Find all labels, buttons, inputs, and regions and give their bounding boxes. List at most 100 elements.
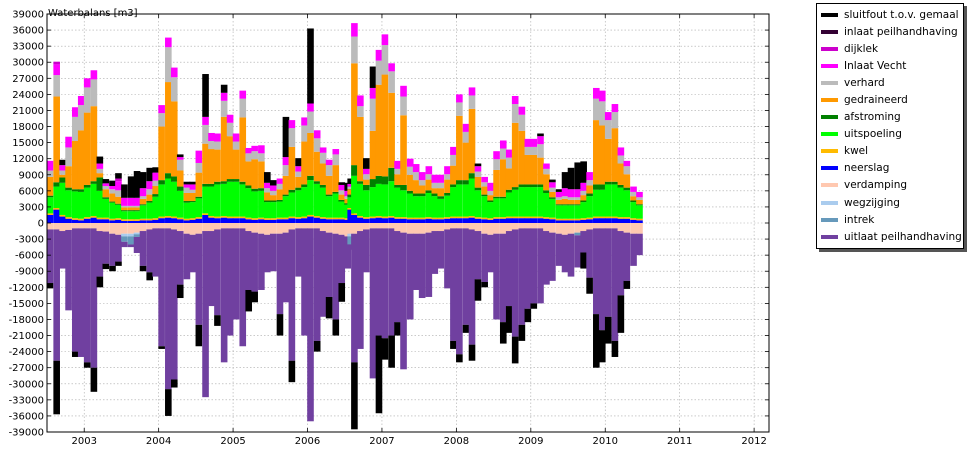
- legend-item: dijklek: [817, 40, 963, 57]
- bar-segment-uitspoeling: [282, 196, 290, 218]
- bar-segment-verhard: [598, 101, 606, 126]
- bar-segment-gedraineerd: [245, 161, 253, 186]
- legend-swatch: [821, 63, 838, 68]
- bar-segment-afstroming: [71, 189, 79, 192]
- bar-segment-kwel: [202, 213, 209, 215]
- y-tick-label: 15000: [12, 138, 44, 149]
- bar-segment-uitspoeling: [325, 196, 333, 218]
- bar-segment-uitspoeling: [53, 186, 60, 208]
- bar-segment-verdamping: [65, 223, 72, 230]
- bar-segment-neerslag: [264, 219, 271, 223]
- bar-segment-uitspoeling: [165, 178, 172, 217]
- bar-segment-verhard: [418, 180, 426, 186]
- legend-swatch: [821, 183, 838, 188]
- x-tick-label: 2012: [741, 436, 766, 447]
- bar-segment-kwel: [586, 217, 593, 220]
- bar-segment-vecht: [481, 176, 488, 183]
- bar-segment-verdamping: [307, 223, 314, 229]
- bar-segment-neerslag: [617, 218, 625, 223]
- bar-segment-neerslag: [530, 218, 538, 223]
- legend-swatch: [821, 80, 838, 85]
- bar-segment-afstroming: [65, 187, 72, 191]
- bar-segment-afstroming: [388, 167, 395, 182]
- bar-segment-vecht: [269, 185, 277, 191]
- bar-segment-sluitfout: [381, 338, 389, 360]
- bar-segment-verdamping: [381, 223, 389, 229]
- bar-segment-gedraineerd: [170, 101, 178, 177]
- bar-segment-neerslag: [351, 214, 358, 223]
- bar-segment-afstroming: [450, 184, 457, 188]
- bar-segment-afstroming: [158, 180, 165, 185]
- bar-segment-verdamping: [325, 223, 333, 233]
- bar-segment-afstroming: [357, 181, 364, 184]
- bar-segment-neerslag: [258, 219, 265, 223]
- bar-segment-gedraineerd: [530, 154, 538, 185]
- bar-segment-verdamping: [468, 223, 476, 230]
- bar-segment-verhard: [450, 154, 457, 166]
- bar-segment-kwel: [425, 217, 433, 219]
- bar-segment-uitlaat: [158, 228, 165, 347]
- bar-segment-verdamping: [406, 223, 414, 234]
- bar-segment-verdamping: [127, 223, 135, 234]
- legend-label: neerslag: [844, 162, 890, 175]
- bar-segment-neerslag: [295, 218, 302, 223]
- bar-segment-gedraineerd: [431, 188, 439, 194]
- bar-segment-neerslag: [574, 220, 582, 223]
- bar-segment-neerslag: [319, 218, 327, 223]
- bar-segment-kwel: [288, 216, 296, 219]
- bar-segment-verdamping: [264, 223, 271, 235]
- bar-segment-uitspoeling: [381, 184, 389, 217]
- bar-segment-vecht: [617, 147, 625, 156]
- bar-segment-verhard: [332, 154, 340, 166]
- bar-segment-verhard: [307, 111, 314, 133]
- bar-segment-kwel: [524, 216, 532, 219]
- bar-segment-sluitfout: [574, 162, 582, 190]
- bar-segment-verhard: [115, 190, 122, 197]
- bar-segment-verhard: [83, 87, 91, 113]
- bar-segment-verhard: [611, 112, 619, 129]
- bar-segment-verdamping: [543, 223, 550, 232]
- bar-segment-afstroming: [537, 184, 544, 188]
- bar-segment-afstroming: [307, 175, 314, 181]
- bar-segment-neerslag: [165, 217, 172, 223]
- bar-segment-neerslag: [456, 218, 463, 223]
- bar-segment-verhard: [481, 182, 488, 187]
- bar-segment-verdamping: [412, 223, 420, 234]
- bar-segment-gedraineerd: [301, 141, 308, 185]
- bar-segment-verhard: [444, 174, 451, 180]
- bar-segment-uitlaat: [604, 228, 612, 317]
- bar-segment-gedraineerd: [115, 196, 122, 204]
- bar-segment-kwel: [71, 218, 79, 220]
- bar-segment-sluitfout: [505, 306, 513, 333]
- bar-segment-afstroming: [375, 175, 383, 184]
- bar-segment-verhard: [269, 190, 277, 196]
- legend-swatch: [821, 29, 838, 34]
- legend-item: gedraineerd: [817, 91, 963, 108]
- bar-segment-vecht: [127, 197, 135, 206]
- bar-segment-gedraineerd: [493, 169, 500, 197]
- bar-segment-afstroming: [431, 193, 439, 197]
- bar-segment-gedraineerd: [580, 195, 587, 201]
- bar-segment-uitspoeling: [555, 205, 563, 219]
- bar-segment-verdamping: [46, 223, 54, 230]
- bar-segment-kwel: [220, 216, 228, 218]
- bar-segment-kwel: [319, 217, 327, 219]
- bar-segment-neerslag: [487, 219, 494, 223]
- bar-segment-uitlaat: [431, 231, 439, 274]
- legend-label: dijklek: [844, 42, 879, 55]
- bar-segment-uitlaat: [400, 232, 407, 370]
- bar-segment-verhard: [319, 152, 327, 164]
- bar-segment-kwel: [598, 216, 606, 219]
- legend-item: verhard: [817, 74, 963, 91]
- bar-segment-afstroming: [332, 191, 340, 194]
- bar-segment-verdamping: [77, 223, 85, 229]
- y-tick-label: 39000: [12, 10, 44, 21]
- bar-segment-wegzijging: [133, 232, 141, 235]
- bar-segment-uitspoeling: [245, 188, 253, 218]
- legend-label: uitlaat peilhandhaving: [844, 230, 962, 243]
- y-tick-label: 30000: [12, 58, 44, 69]
- bar-segment-neerslag: [65, 218, 72, 223]
- bar-segment-vecht: [511, 95, 519, 105]
- bar-segment-neerslag: [102, 219, 110, 223]
- bar-segment-uitspoeling: [468, 178, 476, 217]
